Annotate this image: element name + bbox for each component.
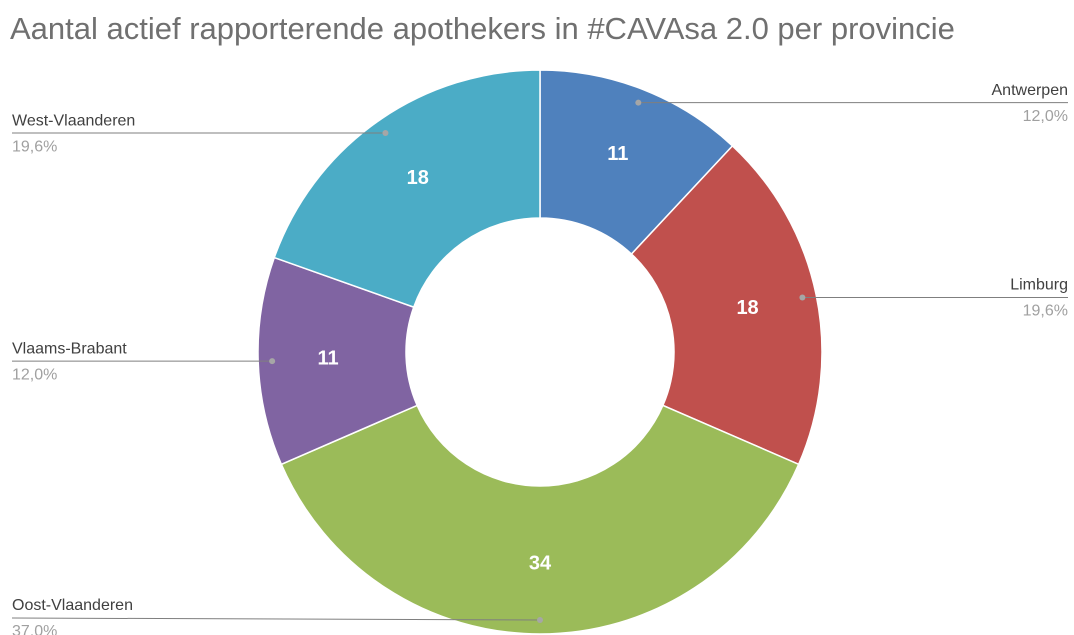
percent-label: 12,0% bbox=[1023, 108, 1068, 125]
donut-slice bbox=[539, 69, 734, 256]
percent-label: 12,0% bbox=[12, 366, 57, 383]
value-label: 34 bbox=[529, 552, 552, 574]
chart-title: Aantal actief rapporterende apothekers i… bbox=[10, 11, 955, 46]
donut-slice bbox=[630, 144, 823, 466]
leader-dot bbox=[269, 358, 276, 365]
percent-label: 19,6% bbox=[1023, 303, 1068, 320]
value-label: 18 bbox=[407, 167, 429, 189]
value-label: 18 bbox=[736, 297, 758, 319]
leader-dot bbox=[382, 130, 389, 137]
category-label: Limburg bbox=[1010, 277, 1068, 294]
donut-slice bbox=[280, 404, 800, 635]
leader-dot bbox=[799, 294, 806, 301]
category-label: Vlaams-Brabant bbox=[12, 340, 127, 357]
category-label: West-Vlaanderen bbox=[12, 112, 135, 129]
category-label: Antwerpen bbox=[992, 82, 1069, 99]
percent-label: 37,0% bbox=[12, 623, 57, 635]
percent-label: 19,6% bbox=[12, 138, 57, 155]
category-label: Oost-Vlaanderen bbox=[12, 597, 133, 614]
donut-slice bbox=[273, 69, 541, 309]
leader-dot bbox=[635, 99, 642, 106]
value-label: 11 bbox=[318, 348, 339, 370]
value-label: 11 bbox=[607, 143, 628, 165]
leader-dot bbox=[537, 617, 543, 623]
donut-slice bbox=[257, 256, 419, 466]
leader-line bbox=[11, 617, 541, 621]
